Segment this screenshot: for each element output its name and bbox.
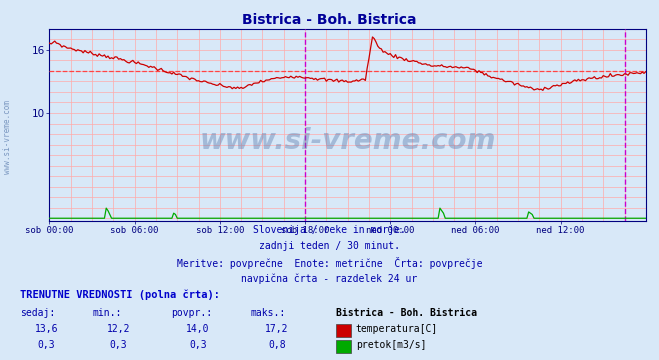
Text: 14,0: 14,0 xyxy=(186,324,210,334)
Text: sedaj:: sedaj: xyxy=(20,308,55,318)
Text: Meritve: povprečne  Enote: metrične  Črta: povprečje: Meritve: povprečne Enote: metrične Črta:… xyxy=(177,257,482,269)
Text: 0,3: 0,3 xyxy=(110,340,127,350)
Text: 0,8: 0,8 xyxy=(268,340,285,350)
Text: zadnji teden / 30 minut.: zadnji teden / 30 minut. xyxy=(259,241,400,251)
Text: Bistrica - Boh. Bistrica: Bistrica - Boh. Bistrica xyxy=(336,308,477,318)
Text: 12,2: 12,2 xyxy=(107,324,130,334)
Text: pretok[m3/s]: pretok[m3/s] xyxy=(356,340,426,350)
Text: TRENUTNE VREDNOSTI (polna črta):: TRENUTNE VREDNOSTI (polna črta): xyxy=(20,290,219,300)
Text: navpična črta - razdelek 24 ur: navpična črta - razdelek 24 ur xyxy=(241,274,418,284)
Text: maks.:: maks.: xyxy=(250,308,285,318)
Text: 17,2: 17,2 xyxy=(265,324,289,334)
Text: min.:: min.: xyxy=(92,308,122,318)
Text: 0,3: 0,3 xyxy=(189,340,206,350)
Text: povpr.:: povpr.: xyxy=(171,308,212,318)
Text: temperatura[C]: temperatura[C] xyxy=(356,324,438,334)
Text: www.si-vreme.com: www.si-vreme.com xyxy=(200,126,496,154)
Text: www.si-vreme.com: www.si-vreme.com xyxy=(3,100,13,174)
Text: 13,6: 13,6 xyxy=(34,324,58,334)
Text: Bistrica - Boh. Bistrica: Bistrica - Boh. Bistrica xyxy=(243,13,416,27)
Text: 0,3: 0,3 xyxy=(38,340,55,350)
Text: Slovenija / reke in morje.: Slovenija / reke in morje. xyxy=(253,225,406,235)
